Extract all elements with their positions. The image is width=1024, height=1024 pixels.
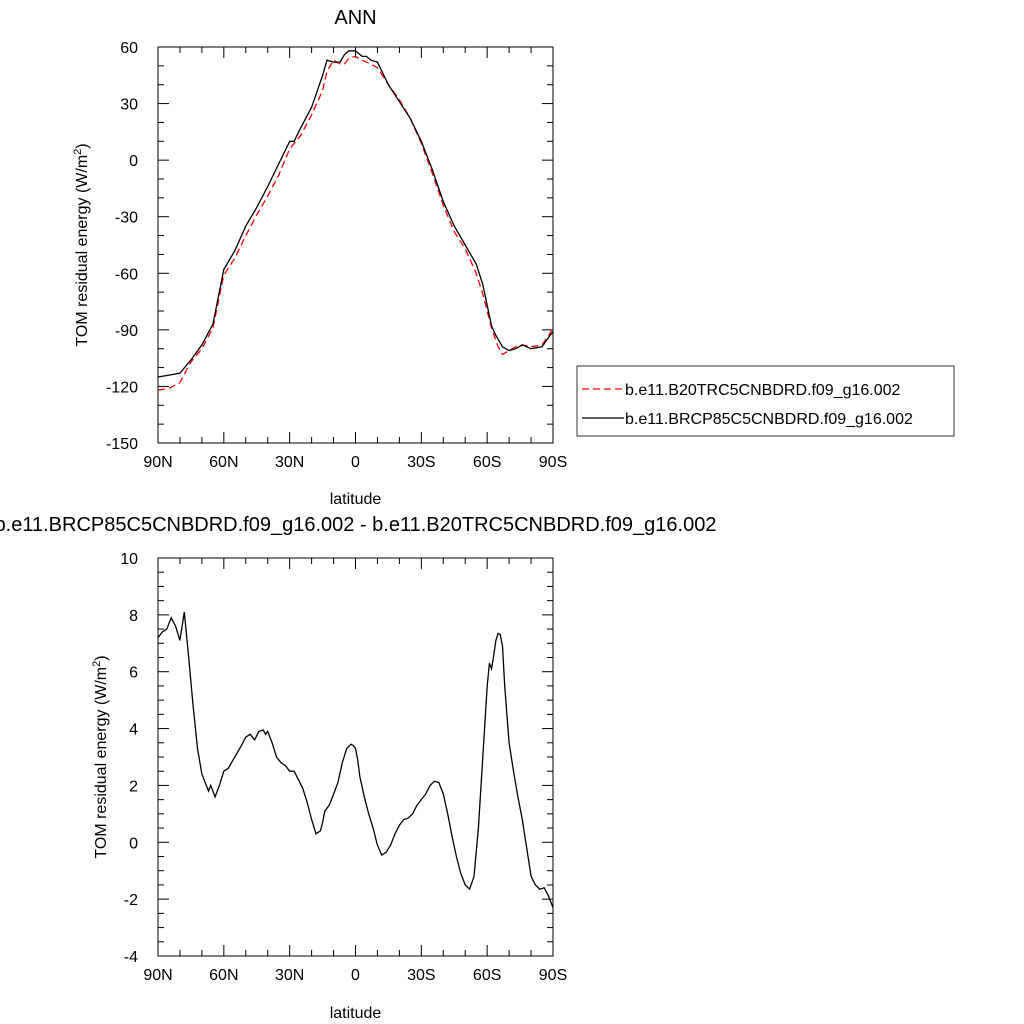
y-axis-label-superscript: 2 [91, 661, 103, 667]
legend: b.e11.B20TRC5CNBDRD.f09_g16.002 b.e11.BRC… [576, 365, 955, 437]
top-panel: ANN 90N 60N 30N 0 30S 60S 90S -150 -120 -90 -60 -30 0… [72, 7, 567, 508]
y-tick-label: 4 [129, 722, 138, 739]
series-line-0 [157, 611, 554, 908]
y-tick-label: 6 [129, 665, 138, 682]
x-tick-label: 60N [209, 967, 238, 984]
x-tick-label: 30N [275, 454, 304, 471]
legend-label: b.e11.BRCP85C5CNBDRD.f09_g16.002 [625, 411, 913, 428]
x-tick-label: 30N [275, 967, 304, 984]
y-tick-label: 8 [129, 608, 138, 625]
x-tick-label: 90S [539, 967, 567, 984]
x-axis-label: latitude [330, 491, 382, 508]
y-tick-label: 0 [129, 153, 138, 170]
x-tick-label: 90N [143, 967, 172, 984]
y-axis-label-text: TOM residual energy (W/m [74, 155, 91, 347]
y-tick-label: -30 [115, 210, 138, 227]
x-axis-label: latitude [330, 1005, 382, 1022]
y-tick-label: -60 [115, 266, 138, 283]
x-tick-label: 0 [351, 967, 360, 984]
x-tick-label: 0 [351, 454, 360, 471]
y-tick-label: -150 [106, 436, 138, 453]
x-tick-label: 90N [143, 454, 172, 471]
chart-title: ANN [334, 7, 376, 29]
y-axis-label-close: ) [74, 143, 91, 148]
y-tick-label: 60 [120, 40, 138, 57]
plot-frame [157, 557, 554, 957]
x-tick-label: 60N [209, 454, 238, 471]
x-tick-label: 90S [539, 454, 567, 471]
y-axis-label: TOM residual energy (W/m2) [72, 143, 91, 346]
y-axis-label-superscript: 2 [72, 149, 84, 155]
y-tick-label: -2 [124, 892, 138, 909]
x-tick-label: 60S [473, 967, 501, 984]
y-tick-label: 10 [120, 551, 138, 568]
x-tick-label: 30S [407, 454, 435, 471]
x-tick-label: 60S [473, 454, 501, 471]
y-tick-label: 30 [120, 97, 138, 114]
chart-title: b.e11.BRCP85C5CNBDRD.f09_g16.002 - b.e11… [0, 514, 716, 536]
bottom-panel: b.e11.BRCP85C5CNBDRD.f09_g16.002 - b.e11… [0, 514, 716, 1022]
y-tick-label: -90 [115, 323, 138, 340]
y-tick-label: -4 [124, 949, 138, 966]
y-axis-label-close: ) [93, 655, 110, 660]
y-tick-label: -120 [106, 379, 138, 396]
y-axis-label-text: TOM residual energy (W/m [93, 667, 110, 859]
y-tick-label: 0 [129, 835, 138, 852]
legend-label: b.e11.B20TRC5CNBDRD.f09_g16.002 [625, 382, 901, 399]
plot-frame [157, 46, 554, 444]
x-tick-label: 30S [407, 967, 435, 984]
series-line-0 [157, 55, 554, 391]
legend-box [576, 365, 955, 437]
y-axis-label: TOM residual energy (W/m2) [91, 655, 110, 858]
y-tick-label: 2 [129, 778, 138, 795]
series-line-1 [157, 50, 554, 378]
